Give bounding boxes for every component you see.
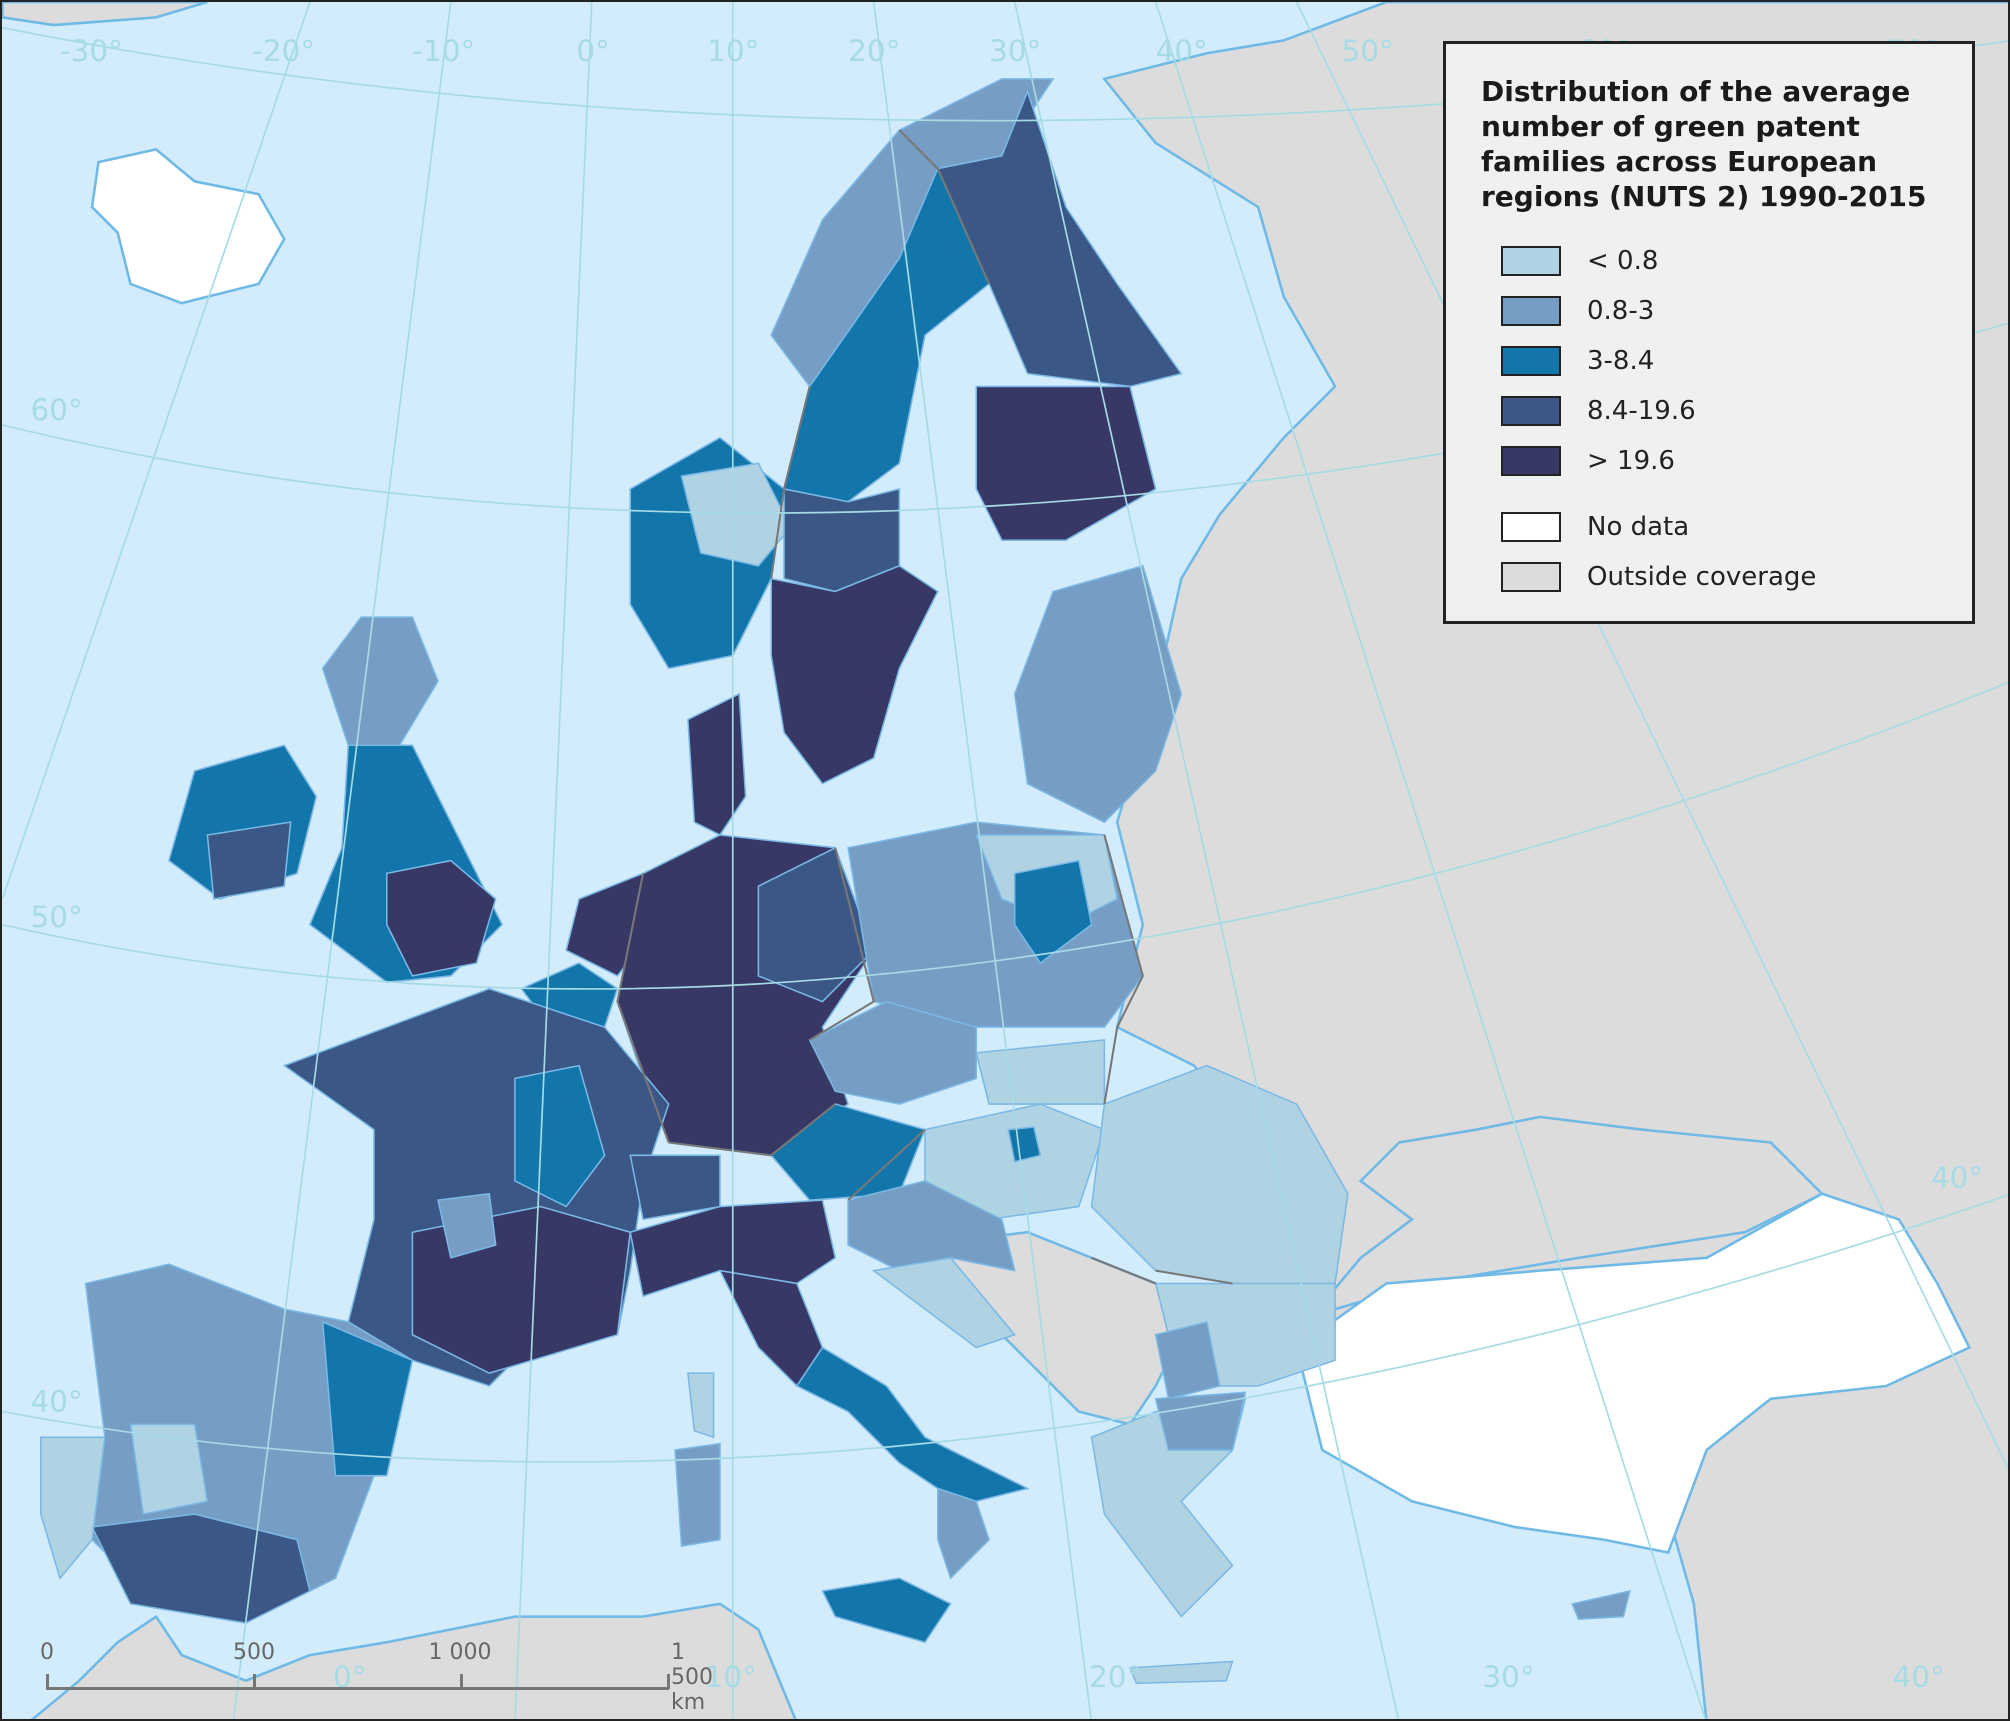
region-north-macedonia-bg [1154,1320,1221,1400]
legend-label: 3-8.4 [1587,346,1655,376]
legend-label: < 0.8 [1587,246,1659,276]
lat-label: 50° [31,900,83,934]
lon-label: 30° [989,34,1041,68]
scale-tick [667,1674,670,1689]
scale-tick [460,1674,463,1689]
scale-tick [253,1674,256,1689]
lon-label: 30° [1482,1660,1534,1694]
scale-tick [46,1674,49,1689]
region-slovakia [975,1039,1106,1105]
region-greece-north [1154,1391,1247,1451]
legend-swatch [1501,512,1561,542]
lon-label: 40° [1156,34,1208,68]
region-scotland [321,616,439,747]
region-france-limousin [437,1192,497,1259]
lat-label: 40° [1931,1160,1983,1194]
lon-label: 10° [707,34,759,68]
outside-land-balkans [922,1230,1183,1426]
lon-label: -20° [252,34,315,68]
legend-item: 0.8-3 [1481,286,1972,336]
legend-swatch [1501,296,1561,326]
lon-label: -30° [60,34,123,68]
region-corsica [687,1372,715,1439]
region-denmark [687,692,747,836]
legend-title: Distribution of the average number of gr… [1481,75,1927,213]
lat-label: 40° [31,1385,83,1419]
region-crete [1128,1660,1234,1685]
region-baltics [1013,564,1183,824]
scale-label: 500 [233,1640,275,1665]
region-finland-south [975,385,1157,541]
lon-label: 20° [848,34,900,68]
lon-label: 50° [1341,34,1393,68]
lon-label: 0° [576,34,609,68]
legend-item: 8.4-19.6 [1481,386,1972,436]
lon-label: 10° [705,1660,757,1694]
scale-label: 0 [40,1640,54,1665]
legend-label: Outside coverage [1587,562,1817,592]
region-warsaw [1013,859,1093,965]
region-czechia [808,1000,978,1105]
lon-label: 40° [1892,1660,1944,1694]
region-london-se [386,859,497,977]
legend-item: 3-8.4 [1481,336,1972,386]
outside-land-north-africa [30,1602,797,1719]
region-calabria [937,1487,990,1580]
region-portugal [40,1436,106,1580]
region-norway-inland [680,462,792,567]
region-budapest [1007,1126,1042,1163]
region-sweden-south [770,564,939,785]
region-italy-south [795,1346,1030,1503]
legend-swatch [1501,346,1561,376]
legend-item-no-data: No data [1481,502,1972,552]
graticule-labels: -30° -20° -10° 0° 10° 20° 30° 40° 50° 60… [31,34,1984,1694]
region-cyprus [1571,1589,1631,1621]
region-finland-north [936,89,1183,388]
lon-label: -10° [412,34,475,68]
legend-item-outside-coverage: Outside coverage [1481,552,1972,602]
lat-label: 60° [31,393,83,427]
scale-bar-line [46,1687,669,1690]
lon-label: 20° [1089,1660,1141,1694]
region-france-centre [514,1064,606,1208]
legend: Distribution of the average number of gr… [1443,41,1975,624]
region-iceland-no-data [90,147,286,305]
region-sicily [821,1577,952,1644]
legend-item: < 0.8 [1481,236,1972,286]
outside-land-greenland-norway-top [2,2,208,27]
legend-item: > 19.6 [1481,436,1972,486]
scale-label: 1 000 [428,1640,492,1665]
legend-label: 8.4-19.6 [1587,396,1696,426]
region-spain-castile [129,1423,209,1516]
legend-label: 0.8-3 [1587,296,1655,326]
legend-swatch [1501,246,1561,276]
legend-swatch [1501,446,1561,476]
region-croatia-coast [871,1256,1017,1349]
legend-label: No data [1587,512,1690,542]
scale-bar: 0 500 1 000 1 500 km [40,1640,713,1715]
region-ireland-south [206,821,292,900]
region-spain-catalonia [321,1320,414,1477]
legend-swatch [1501,396,1561,426]
border-lines [616,129,1233,1285]
region-sardinia [674,1442,721,1548]
region-turkey-no-data [1295,1192,1972,1555]
region-croatia-slovenia [847,1180,1016,1272]
legend-label: > 19.6 [1587,446,1675,476]
region-italy-centre [718,1269,824,1388]
scale-label: 1 500 km [671,1640,714,1715]
legend-swatch [1501,562,1561,592]
